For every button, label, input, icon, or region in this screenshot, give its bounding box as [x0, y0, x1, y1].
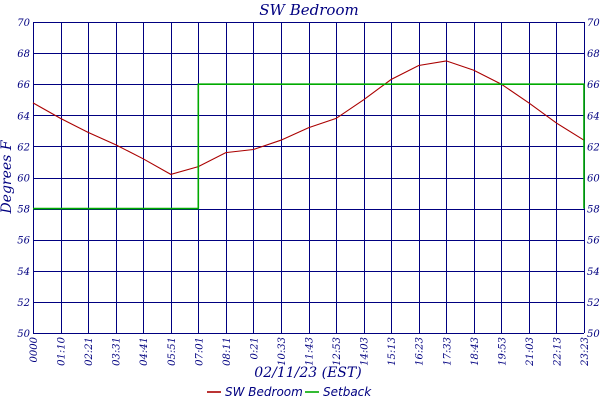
legend: SW Bedroom Setback	[207, 385, 372, 399]
y-tick-label-right: 66	[587, 80, 600, 91]
y-tick-label-left: 58	[17, 205, 30, 216]
y-tick-label-right: 60	[587, 174, 600, 185]
x-tick-label: 03:31	[112, 337, 123, 366]
legend-label: Setback	[323, 385, 372, 399]
x-tick-label: 08:11	[222, 337, 233, 366]
y-tick-label-right: 68	[587, 49, 600, 60]
x-tick-label: 04:41	[139, 337, 150, 366]
y-tick-label-left: 68	[17, 49, 30, 60]
y-tick-label-left: 52	[17, 298, 30, 309]
y-tick-label-left: 54	[17, 267, 30, 278]
x-tick-label: 12:53	[332, 337, 343, 366]
x-axis-title: 02/11/23 (EST)	[254, 365, 361, 381]
x-tick-label: 17:33	[442, 337, 453, 366]
y-tick-label-right: 54	[587, 267, 600, 278]
x-tick-label: 0:21	[249, 337, 260, 359]
chart-title: SW Bedroom	[259, 1, 358, 19]
x-tick-label: 07:01	[194, 337, 205, 366]
series-line-setback	[33, 83, 585, 210]
x-tick-label: 10:33	[277, 337, 288, 366]
x-tick-label: 19:53	[497, 337, 508, 366]
x-tick-label: 14:03	[360, 337, 371, 366]
y-tick-label-left: 64	[17, 111, 30, 122]
x-tick-label: 21:03	[525, 337, 536, 367]
x-tick-label: 05:51	[167, 337, 178, 366]
x-tick-label: 11:43	[305, 337, 316, 366]
y-tick-label-right: 50	[587, 329, 600, 340]
y-tick-label-left: 70	[17, 18, 30, 29]
legend-item-sw-bedroom: SW Bedroom	[207, 385, 303, 399]
x-tick-label: 18:43	[470, 337, 481, 366]
y-tick-label-right: 56	[587, 236, 600, 247]
y-tick-label-left: 50	[17, 329, 30, 340]
x-tick-label: 15:13	[387, 337, 398, 366]
y-tick-label-right: 64	[587, 111, 600, 122]
series-line-sw-bedroom	[32, 60, 585, 175]
y-tick-label-left: 66	[17, 80, 30, 91]
y-tick-label-right: 52	[587, 298, 600, 309]
x-tick-label: 0000	[29, 336, 40, 362]
x-tick-label: 22:13	[552, 337, 563, 367]
y-tick-label-left: 56	[17, 236, 30, 247]
tick-labels: 50 50 52 52 54 54 56 56 58 58 60 60 62 62 64 64 66 66 68 68…	[17, 18, 600, 367]
legend-item-setback: Setback	[305, 385, 372, 399]
x-tick-label: 23:23	[580, 337, 591, 367]
x-tick-label: 16:23	[415, 337, 426, 366]
y-tick-label-left: 60	[17, 174, 30, 185]
y-tick-label-right: 58	[587, 205, 600, 216]
x-tick-label: 02:21	[84, 337, 95, 366]
series-lines	[32, 60, 585, 210]
y-tick-label-right: 70	[587, 18, 600, 29]
legend-label: SW Bedroom	[225, 385, 303, 399]
y-axis-title: Degrees F	[0, 139, 15, 214]
x-tick-label: 01:10	[57, 336, 68, 365]
y-tick-label-right: 62	[587, 142, 600, 153]
grid	[33, 22, 585, 334]
y-tick-label-left: 62	[17, 142, 30, 153]
